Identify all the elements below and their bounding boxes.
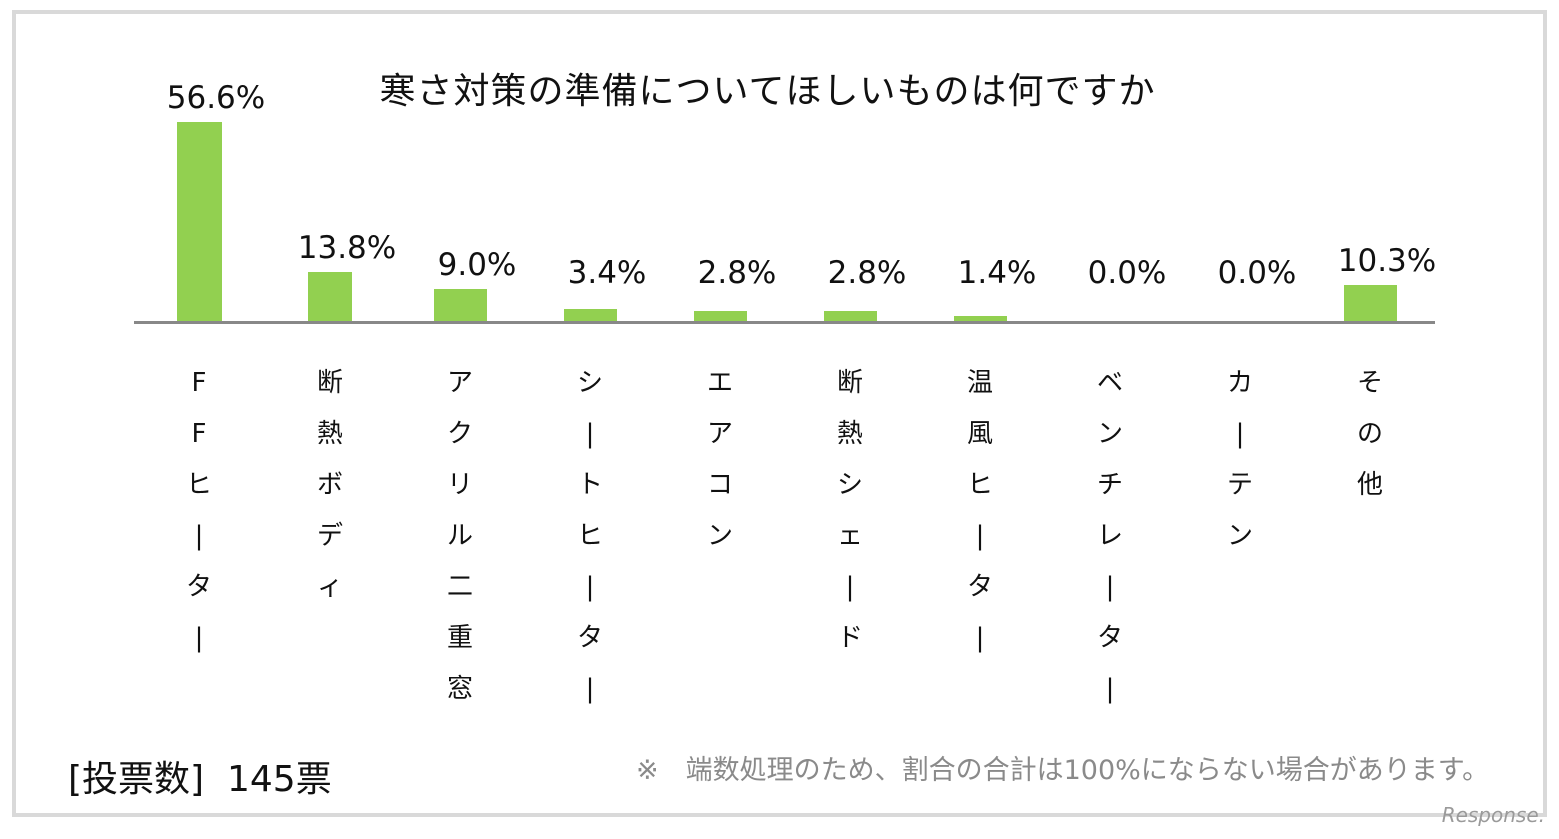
rounding-note: ※ 端数処理のため、割合の合計は100%にならない場合があります。	[636, 755, 1490, 786]
chart-title-text: 寒さ対策の準備についてほしいものは何ですか	[379, 71, 1156, 112]
category-label: その他	[1356, 368, 1383, 500]
category-label: 断熱ボディ	[316, 368, 343, 602]
bar-value-label: 56.6%	[166, 80, 266, 116]
category-label: エアコン	[706, 368, 733, 551]
x-axis-line	[134, 321, 1435, 324]
response-logo: Response.	[1441, 803, 1545, 827]
bar-value-label: 0.0%	[1217, 255, 1297, 291]
vote-count-value: 145票	[226, 759, 332, 800]
category-label: ベンチレ | タ |	[1096, 368, 1123, 704]
category-label: カ | テン	[1226, 368, 1253, 551]
bar	[823, 311, 877, 321]
bar-value-label: 0.0%	[1087, 255, 1167, 291]
bar-value-label: 3.4%	[567, 255, 647, 291]
vote-count-label: [投票数]	[68, 759, 205, 800]
bar	[176, 122, 222, 321]
chart-frame	[12, 10, 1547, 817]
vote-count: [投票数] 145票	[68, 750, 332, 802]
bar-value-label: 2.8%	[697, 255, 777, 291]
bar-value-label: 2.8%	[827, 255, 907, 291]
bar	[308, 272, 352, 321]
bar-value-label: 1.4%	[957, 255, 1037, 291]
bar-value-label: 10.3%	[1337, 243, 1437, 279]
category-label: F F ヒ | タ |	[185, 368, 212, 653]
bar	[563, 309, 617, 321]
category-label: 温風ヒ | タ |	[966, 368, 993, 653]
bar	[953, 316, 1007, 321]
category-label: 断熱シェ | ド	[836, 368, 863, 653]
category-label: シ | トヒ | タ |	[576, 368, 603, 704]
category-label: アクリル二重窓	[446, 368, 473, 704]
bar	[693, 311, 747, 321]
bar-value-label: 9.0%	[437, 247, 517, 283]
chart-title: 寒さ対策の準備についてほしいものは何ですか	[0, 62, 1559, 114]
bar	[1343, 285, 1397, 321]
bar-value-label: 13.8%	[297, 230, 397, 266]
bar	[433, 289, 487, 321]
